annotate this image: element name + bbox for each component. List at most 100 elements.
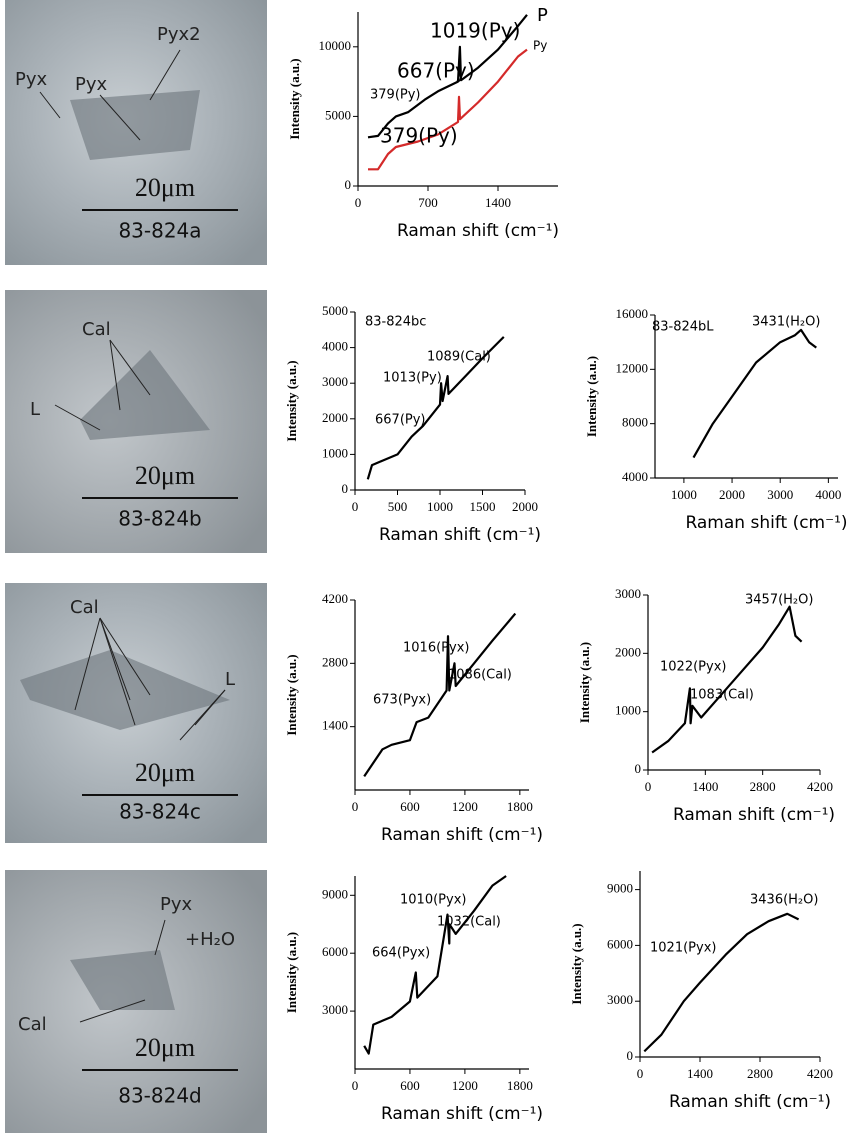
annotation: 1013(Py) bbox=[383, 371, 442, 386]
y-tick-label: 5000 bbox=[322, 303, 348, 318]
micrograph-label: Cal bbox=[70, 597, 99, 618]
annotation: 379(Py) bbox=[380, 124, 458, 148]
scale-label: 20μm bbox=[135, 461, 195, 490]
micrograph-label: Pyx bbox=[75, 74, 108, 95]
chart: 0 3000 6000 9000 0 1400 2800 4200 Intensity (a.u… bbox=[569, 871, 833, 1112]
y-tick-label: 3000 bbox=[322, 1002, 348, 1017]
annotation: 1032(Cal) bbox=[437, 915, 501, 930]
x-tick-label: 1200 bbox=[452, 799, 478, 814]
annotation: 83-824bL bbox=[652, 320, 714, 335]
micrograph-label: L bbox=[30, 399, 40, 420]
x-tick-label: 2800 bbox=[747, 1066, 773, 1081]
annotation: 83-824bc bbox=[365, 315, 426, 330]
scale-label: 20μm bbox=[135, 758, 195, 787]
x-tick-label: 700 bbox=[418, 195, 438, 210]
annotation: 1089(Cal) bbox=[427, 350, 491, 365]
y-axis-label: Intensity (a.u.) bbox=[287, 58, 302, 139]
spectrum-line bbox=[368, 48, 528, 171]
chart: 0 5000 10000 0 700 1400 Intensity (a.u.) Raman … bbox=[287, 5, 559, 241]
x-tick-label: 1400 bbox=[687, 1066, 713, 1081]
scale-label: 20μm bbox=[135, 173, 195, 202]
annotation: 3457(H₂O) bbox=[745, 593, 813, 608]
y-tick-label: 0 bbox=[345, 177, 352, 192]
y-tick-label: 16000 bbox=[616, 306, 649, 321]
spectrum-line bbox=[692, 328, 817, 459]
leader-line bbox=[99, 617, 131, 701]
y-tick-label: 2000 bbox=[615, 644, 641, 659]
annotation: 3436(H₂O) bbox=[750, 893, 818, 908]
annotation: 1083(Cal) bbox=[690, 688, 754, 703]
annotation: 1010(Pyx) bbox=[400, 893, 466, 908]
y-tick-label: 3000 bbox=[607, 992, 633, 1007]
x-axis-label: Raman shift (cm⁻¹) bbox=[381, 1104, 543, 1124]
annotation: 3431(H₂O) bbox=[752, 315, 820, 330]
micrograph-label: L bbox=[225, 669, 235, 690]
leader-line bbox=[194, 689, 226, 726]
x-tick-label: 1800 bbox=[507, 1078, 533, 1093]
x-tick-label: 4200 bbox=[807, 1066, 833, 1081]
y-tick-label: 1000 bbox=[615, 703, 641, 718]
leader-line bbox=[99, 617, 151, 696]
chart: 0 1000 2000 3000 0 1400 2800 4200 Intensity (a.u… bbox=[577, 586, 835, 825]
x-tick-label: 0 bbox=[645, 779, 652, 794]
chart: 1400 2800 4200 0 600 1200 1800 Intensity (a.u.)… bbox=[284, 591, 543, 845]
annotation: 673(Pyx) bbox=[373, 693, 431, 708]
x-tick-label: 1800 bbox=[507, 799, 533, 814]
x-tick-label: 1000 bbox=[427, 499, 453, 514]
annotation: 664(Pyx) bbox=[372, 946, 430, 961]
inclusion bbox=[70, 950, 175, 1010]
sample-id: 83-824a bbox=[118, 219, 201, 243]
leader-line bbox=[54, 404, 101, 431]
annotation: Py bbox=[533, 39, 547, 53]
y-tick-label: 4200 bbox=[322, 591, 348, 606]
inclusion bbox=[80, 350, 210, 440]
x-axis-label: Raman shift (cm⁻¹) bbox=[379, 525, 541, 545]
y-tick-label: 3000 bbox=[322, 374, 348, 389]
chart: 3000 6000 9000 0 600 1200 1800 Intensity (a.u.)… bbox=[284, 875, 543, 1124]
leader-line bbox=[39, 91, 61, 119]
y-tick-label: 3000 bbox=[615, 586, 641, 601]
y-tick-label: 4000 bbox=[622, 469, 648, 484]
x-axis-label: Raman shift (cm⁻¹) bbox=[381, 825, 543, 845]
spectrum-line bbox=[367, 14, 528, 139]
x-tick-label: 3000 bbox=[767, 487, 793, 502]
annotation: 1019(Py) bbox=[430, 19, 520, 43]
sample-id: 83-824c bbox=[119, 800, 201, 824]
y-tick-label: 1400 bbox=[322, 718, 348, 733]
y-tick-label: 0 bbox=[342, 481, 349, 496]
y-axis-label: Intensity (a.u.) bbox=[284, 654, 299, 735]
micrograph-label: +H₂O bbox=[185, 929, 235, 950]
spectrum-line bbox=[651, 605, 803, 754]
y-tick-label: 4000 bbox=[322, 339, 348, 354]
annotation: 1016(Pyx) bbox=[403, 641, 469, 656]
micrograph-label: Cal bbox=[18, 1014, 47, 1035]
y-tick-label: 8000 bbox=[622, 415, 648, 430]
y-axis-label: Intensity (a.u.) bbox=[284, 932, 299, 1013]
x-tick-label: 2000 bbox=[719, 487, 745, 502]
y-axis-label: Intensity (a.u.) bbox=[284, 360, 299, 441]
y-tick-label: 1000 bbox=[322, 445, 348, 460]
annotation: 1086(Cal) bbox=[448, 668, 512, 683]
x-tick-label: 1400 bbox=[485, 195, 511, 210]
x-tick-label: 500 bbox=[388, 499, 408, 514]
x-tick-label: 2800 bbox=[750, 779, 776, 794]
x-tick-label: 1200 bbox=[452, 1078, 478, 1093]
leader-line bbox=[149, 49, 181, 101]
x-axis-label: Raman shift (cm⁻¹) bbox=[397, 221, 559, 241]
y-tick-label: 5000 bbox=[325, 107, 351, 122]
x-tick-label: 1500 bbox=[470, 499, 496, 514]
spectrum-line bbox=[363, 612, 517, 778]
x-tick-label: 2000 bbox=[512, 499, 538, 514]
x-axis-label: Raman shift (cm⁻¹) bbox=[669, 1092, 831, 1112]
scale-label: 20μm bbox=[135, 1033, 195, 1062]
x-tick-label: 4000 bbox=[815, 487, 841, 502]
chart: 4000 8000 12000 16000 1000 2000 3000 4000 Intens… bbox=[584, 306, 847, 533]
y-tick-label: 6000 bbox=[322, 944, 348, 959]
leader-line bbox=[79, 999, 146, 1023]
annotation: 379(Py) bbox=[370, 88, 421, 103]
spectrum-line bbox=[366, 336, 505, 480]
y-tick-label: 9000 bbox=[607, 881, 633, 896]
y-tick-label: 0 bbox=[635, 761, 642, 776]
x-tick-label: 1400 bbox=[692, 779, 718, 794]
